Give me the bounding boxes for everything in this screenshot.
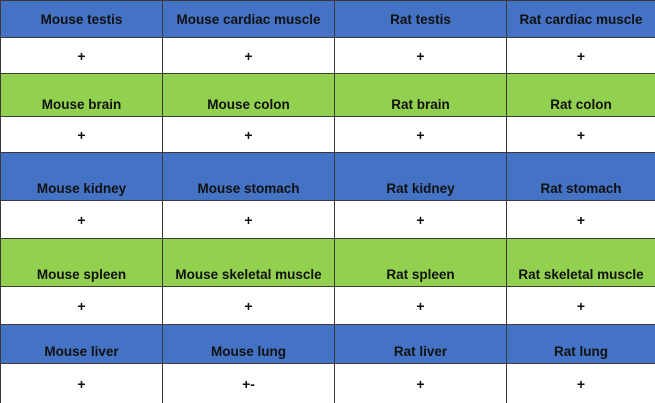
result-cell: + xyxy=(162,116,335,153)
result-cell: + xyxy=(162,37,335,74)
tissue-label: Mouse kidney xyxy=(0,152,163,201)
result-cell: + xyxy=(506,286,655,325)
tissue-label: Rat lung xyxy=(506,324,655,364)
result-cell: + xyxy=(162,200,335,239)
tissue-label: Mouse colon xyxy=(162,73,335,117)
tissue-label: Mouse skeletal muscle xyxy=(162,238,335,287)
result-cell: + xyxy=(506,116,655,153)
tissue-header-row: Mouse brain Mouse colon Rat brain Rat co… xyxy=(0,73,655,117)
result-row: + +- + + xyxy=(0,363,655,403)
tissue-label: Rat colon xyxy=(506,73,655,117)
tissue-header-row: Mouse kidney Mouse stomach Rat kidney Ra… xyxy=(0,152,655,201)
tissue-label: Rat testis xyxy=(334,0,507,38)
tissue-label: Rat stomach xyxy=(506,152,655,201)
tissue-label: Rat liver xyxy=(334,324,507,364)
tissue-label: Rat skeletal muscle xyxy=(506,238,655,287)
result-row: + + + + xyxy=(0,286,655,325)
result-cell: + xyxy=(334,200,507,239)
result-cell: + xyxy=(334,37,507,74)
tissue-label: Mouse brain xyxy=(0,73,163,117)
result-cell: + xyxy=(506,363,655,403)
tissue-label: Rat cardiac muscle xyxy=(506,0,655,38)
result-cell: + xyxy=(0,286,163,325)
result-cell: + xyxy=(506,200,655,239)
tissue-label: Rat brain xyxy=(334,73,507,117)
result-cell: + xyxy=(0,37,163,74)
tissue-label: Mouse stomach xyxy=(162,152,335,201)
result-row: + + + + xyxy=(0,200,655,239)
result-cell: + xyxy=(334,286,507,325)
tissue-header-row: Mouse spleen Mouse skeletal muscle Rat s… xyxy=(0,238,655,287)
result-cell: + xyxy=(506,37,655,74)
tissue-label: Rat spleen xyxy=(334,238,507,287)
tissue-label: Mouse cardiac muscle xyxy=(162,0,335,38)
tissue-label: Rat kidney xyxy=(334,152,507,201)
result-cell: + xyxy=(162,286,335,325)
tissue-header-row: Mouse testis Mouse cardiac muscle Rat te… xyxy=(0,0,655,38)
tissue-label: Mouse liver xyxy=(0,324,163,364)
result-cell: + xyxy=(0,116,163,153)
result-cell: +- xyxy=(162,363,335,403)
result-cell: + xyxy=(0,200,163,239)
result-cell: + xyxy=(334,116,507,153)
result-row: + + + + xyxy=(0,116,655,153)
tissue-header-row: Mouse liver Mouse lung Rat liver Rat lun… xyxy=(0,324,655,364)
tissue-label: Mouse testis xyxy=(0,0,163,38)
tissue-label: Mouse spleen xyxy=(0,238,163,287)
result-cell: + xyxy=(334,363,507,403)
result-row: + + + + xyxy=(0,37,655,74)
tissue-label: Mouse lung xyxy=(162,324,335,364)
result-cell: + xyxy=(0,363,163,403)
